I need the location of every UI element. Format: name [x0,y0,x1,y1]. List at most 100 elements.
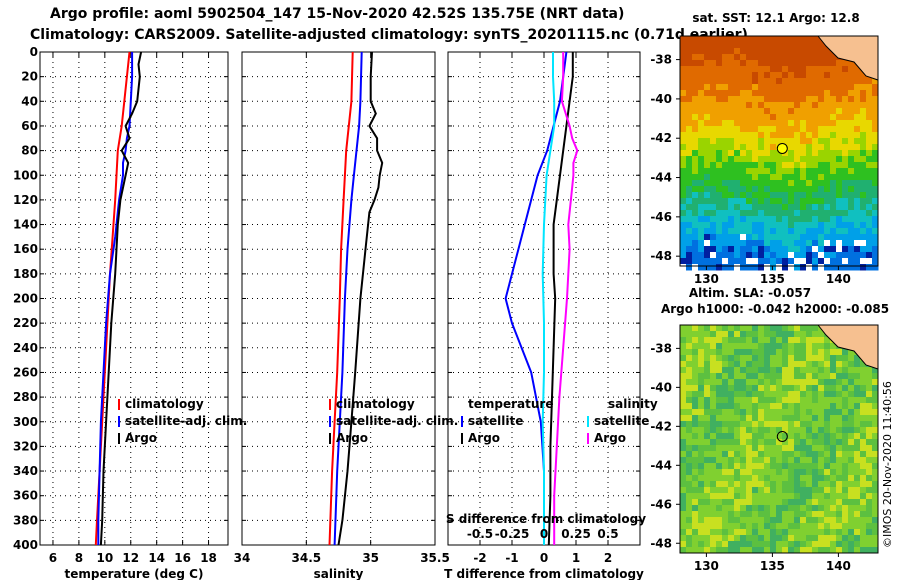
map-pixel [872,541,879,548]
map-pixel [830,535,837,542]
map-pixel [800,529,807,536]
map-pixel [722,547,729,554]
map-pixel [788,192,795,199]
map-pixel [752,361,759,368]
map-pixel [740,451,747,458]
map-pixel [794,180,801,187]
map-pixel [872,487,879,494]
map-pixel [728,60,735,67]
map-pixel [758,132,765,139]
map-pixel [692,126,699,133]
map-pixel [746,373,753,380]
map-pixel [752,427,759,434]
map-pixel [830,78,837,85]
map-pixel [680,252,687,259]
map-pixel [782,78,789,85]
map-pixel [818,523,825,530]
map-pixel [728,445,735,452]
map-pixel [776,234,783,241]
map-pixel [794,427,801,434]
map-pixel [746,36,753,43]
map-pixel [854,246,861,253]
map-pixel [854,78,861,85]
map-pixel [692,469,699,476]
map-pixel [770,481,777,488]
credit-label: ©IMOS 20-Nov-2020 11:40:56 [881,381,894,548]
map-pixel [794,367,801,374]
map-pixel [818,114,825,121]
map-pixel [770,403,777,410]
map-pixel [680,222,687,229]
map-pixel [860,373,867,380]
map-pixel [854,168,861,175]
map-pixel [680,108,687,115]
map-pixel [758,156,765,163]
map-pixel [770,463,777,470]
map-pixel [716,541,723,548]
map-pixel [794,156,801,163]
map-pixel [818,331,825,338]
map-pixel [782,403,789,410]
map-pixel [698,186,705,193]
map-pixel [782,72,789,79]
map-pixel [848,499,855,506]
map-pixel [824,439,831,446]
map-pixel [758,168,765,175]
map-pixel [776,421,783,428]
map-pixel [764,517,771,524]
map-pixel [806,463,813,470]
map-pixel [716,240,723,247]
map-pixel [788,114,795,121]
map-pixel [752,192,759,199]
map-pixel [704,475,711,482]
map-pixel [710,361,717,368]
map-pixel [740,216,747,223]
map-pixel [800,421,807,428]
map-pixel [734,427,741,434]
map-pixel [764,156,771,163]
map-pixel [800,361,807,368]
map-pixel [854,138,861,145]
map-pixel [704,415,711,422]
map-pixel [728,481,735,488]
map-pixel [692,162,699,169]
map-pixel [866,204,873,211]
map-pixel [788,138,795,145]
x-tick-label-top: -0.25 [495,527,530,541]
map-pixel [788,168,795,175]
map-pixel [746,204,753,211]
map-pixel [776,499,783,506]
map-pixel [716,66,723,73]
map-pixel [872,198,879,205]
map-pixel [800,168,807,175]
map-pixel [740,90,747,97]
map-pixel [806,228,813,235]
map-pixel [710,481,717,488]
map-pixel [770,385,777,392]
map-pixel [776,84,783,91]
map-pixel [728,222,735,229]
map-pixel [806,144,813,151]
map-pixel [746,343,753,350]
map-pixel [710,114,717,121]
map-pixel [680,210,687,217]
map-pixel [728,379,735,386]
map-pixel [734,475,741,482]
map-pixel [836,403,843,410]
map-pixel [680,355,687,362]
map-pixel [686,421,693,428]
map-pixel [794,493,801,500]
map-pixel [722,409,729,416]
map-pixel [788,475,795,482]
map-pixel [740,469,747,476]
map-pixel [686,120,693,127]
map-pixel [716,216,723,223]
map-pixel [830,84,837,91]
map-pixel [830,547,837,554]
map-pixel [872,433,879,440]
map-pixel [818,337,825,344]
map-pixel [770,66,777,73]
map-pixel [746,451,753,458]
map-pixel [770,373,777,380]
map-pixel [806,355,813,362]
